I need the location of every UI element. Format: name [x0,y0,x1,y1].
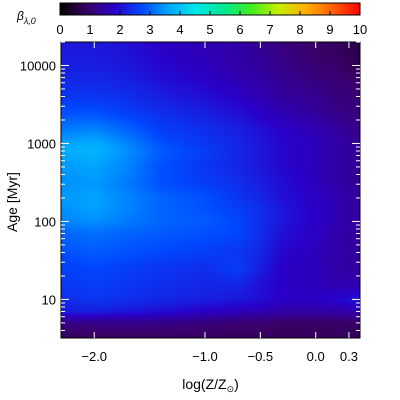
colorbar-ticks: 0 1 2 3 4 5 6 7 8 9 10 [56,11,367,37]
colorbar-tick-label: 4 [176,22,183,37]
x-tick-label: −2.0 [81,349,107,364]
y-tick-label: 10000 [20,58,56,73]
y-tick-label: 10 [42,292,56,307]
colorbar-tick-label: 6 [236,22,243,37]
y-tick-label: 1000 [27,136,56,151]
plot-area: −2.0 −1.0 −0.5 0.0 0.3 10 100 1000 10000 [20,41,361,364]
colorbar-tick-label: 1 [86,22,93,37]
x-axis-title-close: ) [234,376,239,392]
colorbar-tick-label: 8 [296,22,303,37]
plot-frame [60,41,361,339]
colorbar-label: βλ,0 [16,9,36,26]
y-axis-title: Age [Myr] [4,172,20,232]
colorbar-tick-label: 10 [353,22,367,37]
colorbar-tick-label: 9 [326,22,333,37]
x-tick-label: 0.0 [307,349,325,364]
colorbar-tick-label: 3 [146,22,153,37]
colorbar-tick-label: 7 [266,22,273,37]
x-axis-title-sub: ⊙ [227,384,235,394]
colorbar-tick-label: 5 [206,22,213,37]
heatmap-image [61,42,360,338]
x-tick-label: −0.5 [247,349,273,364]
y-axis-ticks: 10 100 1000 10000 [20,41,360,331]
x-axis-title-main: log(Z/Z [182,376,227,392]
x-axis-title: log(Z/Z⊙) [182,376,239,394]
heatmap-holder [61,42,360,338]
colorbar-tick-label: 2 [116,22,123,37]
x-axis-ticks: −2.0 −1.0 −0.5 0.0 0.3 [81,42,358,364]
colorbar: βλ,0 0 1 2 3 4 5 6 7 8 9 10 [16,2,367,37]
colorbar-tick-label: 0 [56,22,63,37]
colorbar-label-subscript: λ,0 [23,16,36,26]
y-tick-label: 100 [34,214,56,229]
colorbar-label-symbol: β [16,9,24,23]
x-tick-label: 0.3 [340,349,358,364]
x-tick-label: −1.0 [192,349,218,364]
